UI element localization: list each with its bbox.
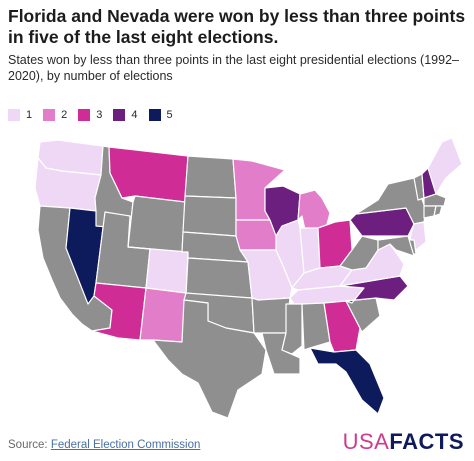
state-md [377, 235, 415, 257]
chart-subtitle: States won by less than three points in … [8, 53, 459, 83]
us-map [34, 137, 463, 419]
legend-label: 1 [26, 109, 33, 121]
usafacts-logo: USAFACTS [343, 429, 464, 455]
legend-swatch [43, 109, 56, 121]
legend-item-4: 4 [113, 109, 138, 121]
state-nm [139, 287, 187, 343]
legend-swatch [78, 109, 91, 121]
state-nd [184, 155, 237, 199]
state-in [299, 227, 321, 274]
state-wy [127, 195, 186, 253]
state-mi [297, 189, 331, 231]
source-note: Source: Federal Election Commission [8, 439, 200, 451]
legend-item-5: 5 [148, 109, 173, 121]
logo-facts: FACTS [389, 429, 464, 454]
source-prefix: Source: [8, 439, 51, 451]
state-sd [182, 195, 237, 237]
legend-item-3: 3 [78, 109, 102, 121]
state-ks [185, 257, 253, 299]
state-me [427, 137, 463, 195]
legend: 1 2 3 4 5 [8, 109, 184, 121]
state-al [301, 302, 331, 351]
legend-label: 3 [96, 109, 103, 121]
state-ri [433, 205, 443, 217]
state-fl [309, 347, 385, 415]
chart-title: Florida and Nevada were won by less than… [8, 6, 466, 47]
legend-swatch [148, 109, 161, 121]
state-nc [339, 275, 409, 304]
state-tx [152, 299, 267, 419]
source-link[interactable]: Federal Election Commission [50, 439, 201, 451]
legend-swatch [8, 109, 20, 121]
logo-usa: USA [342, 429, 390, 454]
legend-item-1: 1 [8, 109, 32, 121]
state-ma [423, 193, 447, 207]
legend-label: 4 [131, 109, 138, 121]
state-ar [251, 297, 291, 334]
state-mt [108, 146, 189, 203]
legend-label: 5 [166, 109, 173, 121]
legend-swatch [113, 109, 126, 121]
legend-item-2: 2 [43, 109, 67, 121]
legend-label: 2 [61, 109, 68, 121]
state-wv [339, 235, 379, 271]
